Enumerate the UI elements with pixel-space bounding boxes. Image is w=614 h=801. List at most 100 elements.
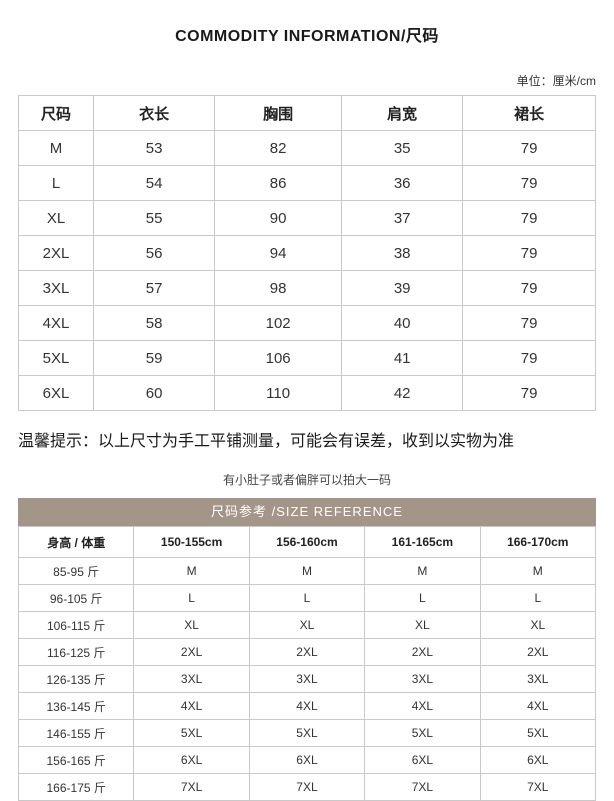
row-label-cell: 3XL: [18, 270, 94, 306]
value-cell: 79: [462, 305, 596, 341]
value-cell: L: [364, 584, 481, 612]
value-cell: 41: [341, 340, 464, 376]
table-row: 156-165 斤 6XL 6XL 6XL 6XL: [17, 746, 597, 774]
value-cell: 35: [341, 130, 464, 166]
value-cell: 53: [92, 130, 216, 166]
table-row: XL 55 90 37 79: [18, 200, 596, 236]
value-cell: 36: [341, 165, 464, 201]
value-cell: 79: [462, 375, 596, 411]
value-cell: 6XL: [364, 746, 481, 774]
value-cell: 2XL: [248, 638, 366, 666]
value-cell: 3XL: [479, 665, 597, 693]
value-cell: 4XL: [479, 692, 597, 720]
value-cell: 3XL: [133, 665, 250, 693]
value-cell: XL: [133, 611, 250, 639]
row-label-cell: 136-145 斤: [17, 692, 135, 720]
value-cell: 6XL: [479, 746, 597, 774]
table-row: 146-155 斤 5XL 5XL 5XL 5XL: [17, 719, 597, 747]
column-header: 150-155cm: [133, 526, 250, 558]
value-cell: 79: [462, 130, 596, 166]
value-cell: XL: [248, 611, 366, 639]
value-cell: 7XL: [479, 773, 597, 801]
value-cell: 5XL: [248, 719, 366, 747]
row-label-cell: L: [18, 165, 94, 201]
value-cell: 102: [214, 305, 343, 341]
row-label-cell: M: [18, 130, 94, 166]
table-row: 5XL 59 106 41 79: [18, 340, 596, 376]
value-cell: 110: [214, 375, 343, 411]
size-table: 尺码 衣长 胸围 肩宽 裙长 M 53 82 35 79 L 54 86 36 79 XL 55 90 37 79 2…: [18, 95, 596, 411]
column-header: 胸围: [214, 95, 343, 131]
value-cell: 39: [341, 270, 464, 306]
row-label-cell: 166-175 斤: [17, 773, 135, 801]
value-cell: 79: [462, 270, 596, 306]
value-cell: 42: [341, 375, 464, 411]
table-row: 3XL 57 98 39 79: [18, 270, 596, 306]
row-label-cell: 126-135 斤: [17, 665, 135, 693]
row-label-cell: 4XL: [18, 305, 94, 341]
value-cell: 55: [92, 200, 216, 236]
value-cell: 2XL: [479, 638, 597, 666]
value-cell: 37: [341, 200, 464, 236]
value-cell: 54: [92, 165, 216, 201]
table-row: L 54 86 36 79: [18, 165, 596, 201]
value-cell: 7XL: [364, 773, 481, 801]
value-cell: 94: [214, 235, 343, 271]
size-reference-table: 身高 / 体重 150-155cm 156-160cm 161-165cm 166-17…: [17, 526, 597, 801]
value-cell: 40: [341, 305, 464, 341]
column-header: 156-160cm: [248, 526, 366, 558]
row-label-cell: 85-95 斤: [17, 557, 135, 585]
value-cell: M: [479, 557, 597, 585]
table-row: 136-145 斤 4XL 4XL 4XL 4XL: [17, 692, 597, 720]
value-cell: 5XL: [364, 719, 481, 747]
column-header: 166-170cm: [479, 526, 597, 558]
value-cell: 98: [214, 270, 343, 306]
table-row: 4XL 58 102 40 79: [18, 305, 596, 341]
value-cell: 60: [92, 375, 216, 411]
value-cell: 6XL: [133, 746, 250, 774]
value-cell: 57: [92, 270, 216, 306]
value-cell: 2XL: [133, 638, 250, 666]
column-header: 肩宽: [341, 95, 464, 131]
value-cell: 59: [92, 340, 216, 376]
page-title: COMMODITY INFORMATION/尺码: [175, 28, 439, 45]
value-cell: M: [364, 557, 481, 585]
value-cell: 5XL: [133, 719, 250, 747]
table-row: M 53 82 35 79: [18, 130, 596, 166]
value-cell: 86: [214, 165, 343, 201]
table-row: 126-135 斤 3XL 3XL 3XL 3XL: [17, 665, 597, 693]
value-cell: 90: [214, 200, 343, 236]
table-row: 2XL 56 94 38 79: [18, 235, 596, 271]
value-cell: 38: [341, 235, 464, 271]
column-header: 裙长: [462, 95, 596, 131]
value-cell: XL: [364, 611, 481, 639]
value-cell: 5XL: [479, 719, 597, 747]
value-cell: 56: [92, 235, 216, 271]
size-up-tip: 有小肚子或者偏胖可以拍大一码: [222, 473, 391, 487]
value-cell: L: [248, 584, 366, 612]
value-cell: 79: [462, 200, 596, 236]
measure-note: 温馨提示：以上尺寸为手工平铺测量，可能会有误差，收到以实物为准: [18, 433, 515, 450]
unit-label: 单位：厘米/cm: [516, 74, 596, 88]
reference-table-body: 85-95 斤 M M M M 96-105 斤 L L L L 106-115 斤 XL XL XL XL…: [17, 557, 597, 801]
value-cell: 2XL: [364, 638, 481, 666]
row-label-cell: 96-105 斤: [17, 584, 135, 612]
row-label-cell: 6XL: [18, 375, 94, 411]
row-label-cell: 5XL: [18, 340, 94, 376]
value-cell: 79: [462, 235, 596, 271]
row-label-cell: 116-125 斤: [17, 638, 135, 666]
row-label-cell: 146-155 斤: [17, 719, 135, 747]
size-table-header-row: 尺码 衣长 胸围 肩宽 裙长: [18, 95, 596, 131]
value-cell: 4XL: [364, 692, 481, 720]
column-header: 身高 / 体重: [17, 526, 135, 558]
column-header: 尺码: [18, 95, 94, 131]
value-cell: 4XL: [133, 692, 250, 720]
value-cell: 82: [214, 130, 343, 166]
row-label-cell: XL: [18, 200, 94, 236]
value-cell: L: [133, 584, 250, 612]
row-label-cell: 156-165 斤: [17, 746, 135, 774]
row-label-cell: 106-115 斤: [17, 611, 135, 639]
value-cell: L: [479, 584, 597, 612]
